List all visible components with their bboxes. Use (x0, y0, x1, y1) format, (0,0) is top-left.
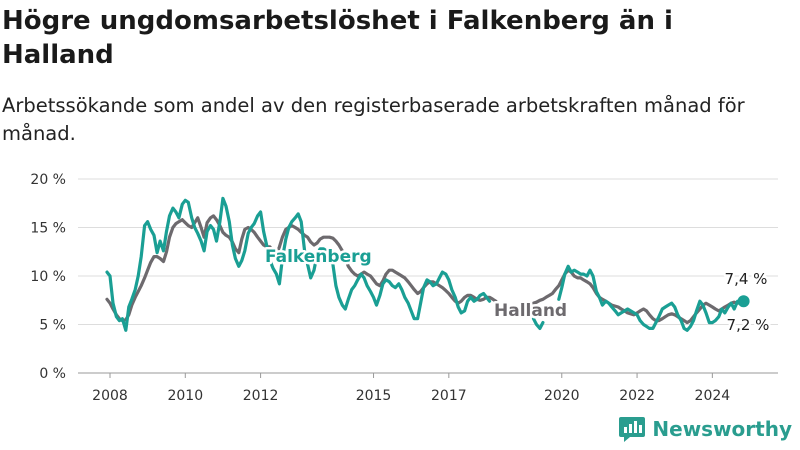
grid (78, 178, 778, 374)
x-tick-label: 2022 (619, 388, 655, 400)
x-tick-label: 2012 (243, 388, 279, 400)
y-tick-label: 20 % (30, 172, 66, 188)
y-tick-label: 5 % (39, 318, 66, 334)
end-label-halland: 7,2 % (727, 316, 770, 334)
x-tick-label: 2010 (167, 388, 203, 400)
y-axis: 0 % 5 % 10 % 15 % 20 % (30, 172, 66, 382)
falkenberg-end-marker (737, 295, 750, 308)
series-line-halland (105, 214, 746, 325)
x-tick-label: 2020 (544, 388, 580, 400)
label-halland-halo: Halland (494, 301, 567, 321)
y-tick-label: 10 % (30, 269, 66, 285)
end-label-falkenberg-halo: 7,4 % (725, 270, 768, 288)
end-label-falkenberg: 7,4 % (725, 270, 768, 288)
x-tick-label: 2008 (92, 388, 128, 400)
chart-subtitle: Arbetssökande som andel av den registerb… (2, 94, 745, 145)
series-lines (105, 196, 746, 332)
bar-chart-icon (619, 417, 646, 442)
x-tick-label: 2015 (356, 388, 392, 400)
y-tick-label: 0 % (39, 366, 66, 382)
label-falkenberg-halo: Falkenberg (265, 247, 372, 267)
series-line-falkenberg (105, 196, 746, 332)
label-falkenberg: Falkenberg (265, 247, 372, 267)
chart-title: Högre ungdomsarbetslöshet i Falkenberg ä… (2, 6, 673, 70)
brand-logo: Newsworthy (618, 414, 792, 444)
brand-name: Newsworthy (652, 417, 792, 441)
x-axis: 2008 2010 2012 2015 2017 2020 2022 2024 (92, 373, 730, 400)
label-halland: Halland (494, 301, 567, 321)
line-chart: 0 %5 %10 %15 %20 % 2008 2010 2012 2015 2017 2… (30, 172, 778, 400)
end-label-halland-halo: 7,2 % (727, 316, 770, 334)
y-tick-label: 15 % (30, 221, 66, 237)
x-tick-label: 2017 (431, 388, 467, 400)
x-tick-label: 2024 (695, 388, 731, 400)
